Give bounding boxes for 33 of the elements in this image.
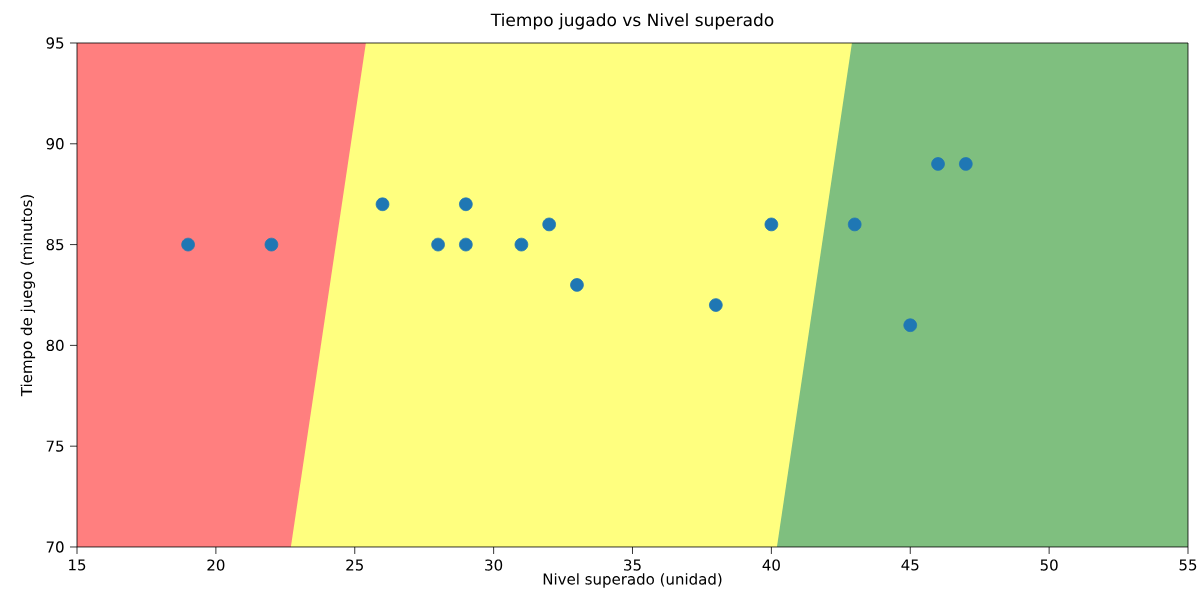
- y-axis-title: Tiempo de juego (minutos): [20, 195, 36, 397]
- point: [709, 298, 723, 312]
- y-tick-label: 95: [46, 37, 64, 49]
- point: [931, 157, 945, 171]
- x-tick-label: 50: [1040, 559, 1058, 571]
- chart-title: Tiempo jugado vs Nivel superado: [490, 13, 774, 30]
- y-tick-label: 70: [46, 541, 64, 553]
- point: [181, 237, 195, 252]
- x-tick-label: 45: [901, 559, 919, 571]
- point: [264, 237, 279, 252]
- point: [903, 318, 918, 333]
- point: [847, 217, 862, 232]
- y-tick-label: 75: [46, 440, 64, 452]
- y-tick-label: 80: [46, 339, 64, 352]
- point: [570, 278, 584, 292]
- point: [514, 237, 529, 252]
- point: [431, 237, 445, 252]
- x-axis-title: Nivel superado (unidad): [543, 573, 722, 588]
- point: [764, 217, 779, 232]
- x-tick-label: 30: [485, 559, 503, 571]
- x-tick-label: 35: [624, 559, 641, 571]
- y-tick-label: 85: [46, 238, 64, 251]
- x-tick-label: 25: [346, 559, 363, 571]
- x-tick-label: 15: [69, 559, 86, 571]
- y-tick-label: 90: [46, 138, 64, 150]
- point: [459, 237, 473, 252]
- point: [959, 157, 973, 171]
- point: [542, 217, 556, 232]
- point: [459, 197, 473, 212]
- point: [375, 197, 390, 212]
- x-tick-label: 20: [207, 559, 225, 571]
- x-tick-label: 55: [1179, 559, 1197, 571]
- x-tick-label: 40: [762, 559, 780, 571]
